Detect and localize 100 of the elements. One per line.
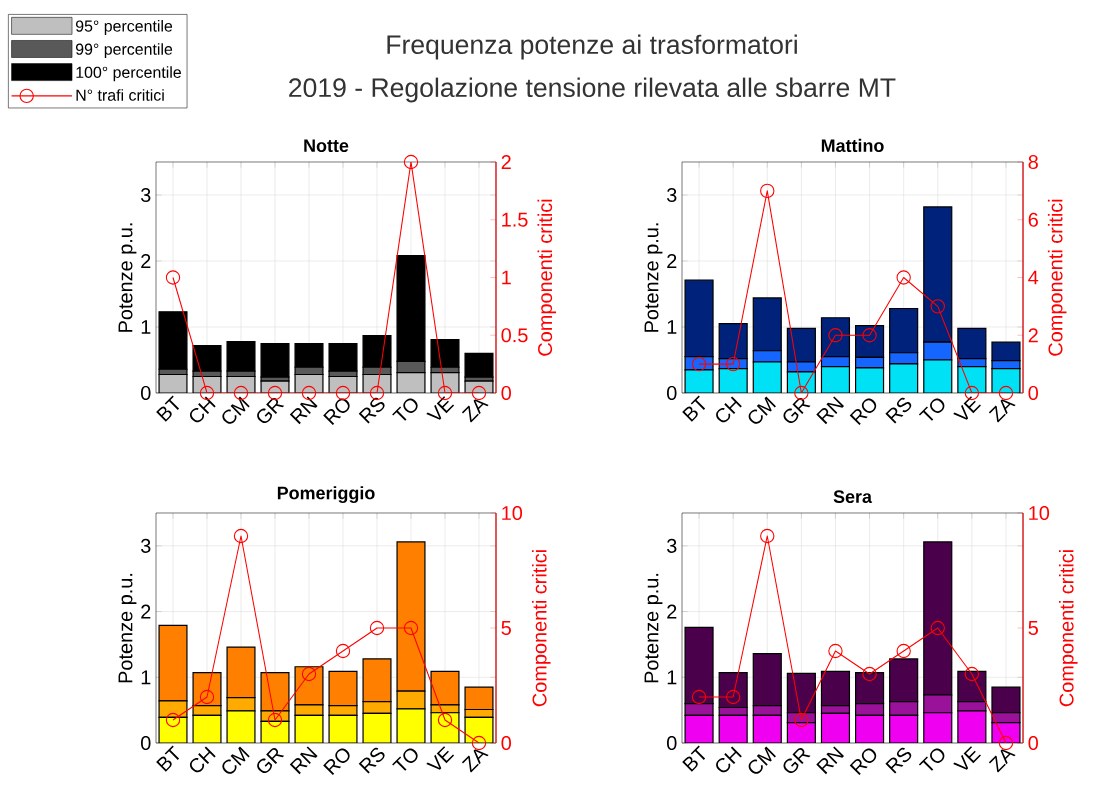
y2-tick-label: 0: [1028, 385, 1039, 401]
y-tick-label: 1: [141, 670, 151, 685]
bar: [923, 359, 952, 393]
x-tick-label: TO: [392, 398, 418, 421]
x-tick-label: CM: [748, 746, 776, 774]
bar: [889, 363, 918, 393]
y2-tick-label: 1.5: [502, 212, 528, 227]
y-tick-label: 0: [141, 385, 151, 401]
bar: [227, 710, 255, 743]
x-tick-label: GR: [783, 748, 811, 774]
chart-title: Sera: [833, 490, 873, 503]
point: [725, 356, 741, 372]
y2-tick-label: 0.5: [501, 328, 528, 343]
bar: [260, 342, 290, 378]
x-tick-label: RO: [323, 748, 350, 776]
y2-tick-label: 0: [1028, 735, 1039, 751]
point: [403, 620, 419, 636]
y2-tick-label: 2: [501, 155, 511, 169]
x-tick-label: VE: [953, 746, 981, 770]
x-tick-label: TO: [918, 748, 945, 771]
x-tick-label: BT: [682, 395, 706, 422]
y2-tick-label: 2: [1028, 328, 1038, 343]
point: [233, 528, 249, 544]
point: [267, 712, 283, 728]
y2-tick-label: 0: [501, 385, 511, 401]
legend-label: 95° percentile: [75, 20, 173, 35]
point: [828, 643, 843, 659]
y-tick-label: 3: [140, 538, 151, 553]
x-tick-label: RO: [849, 748, 877, 776]
x-tick-label: CH: [189, 746, 216, 773]
chart-title: Notte: [304, 139, 349, 152]
y-tick-label: 1: [667, 320, 677, 334]
x-tick-label: ZA: [988, 399, 1016, 423]
bar: [397, 708, 425, 743]
bar: [889, 715, 918, 743]
y2-tick-label: 10: [502, 505, 523, 521]
point: [165, 270, 181, 285]
x-tick-label: ZA: [988, 749, 1016, 773]
y-tick-label: 2: [667, 254, 677, 268]
point: [760, 183, 775, 199]
point: [691, 356, 707, 372]
point: [964, 666, 980, 682]
y-tick-label: 3: [666, 538, 677, 553]
y-tick-label: 2: [141, 604, 151, 619]
bar: [158, 311, 188, 370]
y-tick-label: 1: [667, 670, 677, 685]
y-tick-label: 0: [667, 735, 677, 751]
point: [760, 528, 775, 544]
y2-axis-title: Componenti critici: [537, 199, 557, 356]
text: Frequenza potenze ai trasformatori: [387, 34, 797, 60]
point: [691, 689, 707, 705]
point: [862, 666, 877, 682]
bar: [192, 344, 222, 372]
x-tick-label: CH: [716, 396, 742, 423]
x-tick-label: ZA: [461, 399, 489, 423]
bar: [753, 361, 782, 393]
x-tick-label: RN: [289, 746, 318, 775]
x-tick-label: RN: [816, 396, 844, 425]
y-tick-label: 3: [140, 187, 151, 203]
point: [896, 270, 911, 285]
x-tick-label: RS: [885, 397, 912, 424]
point: [301, 666, 317, 682]
y2-tick-label: 5: [501, 621, 511, 635]
y-tick-label: 3: [666, 187, 677, 203]
y-tick-label: 2: [667, 604, 677, 619]
bar: [923, 712, 952, 743]
point: [165, 712, 181, 728]
x-tick-label: BT: [156, 395, 180, 422]
x-tick-label: ZA: [461, 749, 489, 773]
point: [930, 299, 945, 314]
point: [896, 643, 911, 659]
x-tick-label: RS: [358, 397, 385, 424]
y2-axis-title: Componenti critici: [1047, 199, 1067, 356]
y2-tick-label: 0: [501, 735, 511, 751]
legend-label: 99° percentile: [75, 43, 173, 59]
y2-axis-title: Componenti critici: [531, 550, 551, 707]
x-tick-label: TO: [918, 398, 945, 421]
x-tick-label: VE: [426, 396, 455, 420]
y2-tick-label: 5: [1028, 621, 1038, 635]
x-tick-label: RO: [849, 398, 877, 426]
x-tick-label: GR: [257, 398, 285, 424]
x-tick-label: RO: [323, 398, 350, 426]
y2-tick-label: 10: [1029, 505, 1050, 521]
bar: [753, 715, 782, 743]
legend-label: N° trafi critici: [76, 89, 164, 101]
point: [794, 712, 809, 728]
bar: [821, 366, 850, 393]
bar: [328, 342, 358, 372]
y-axis-title: Potenze p.u.: [644, 573, 663, 683]
y2-tick-label: 8: [1028, 154, 1038, 170]
y-axis-title: Potenze p.u.: [118, 223, 137, 332]
point: [930, 620, 945, 636]
y-tick-label: 1: [141, 320, 151, 334]
y-tick-label: 0: [141, 735, 151, 751]
y-axis-title: Potenze p.u.: [118, 573, 137, 683]
x-tick-label: GR: [783, 398, 811, 424]
text: 2019 - Regolazione tensione rilevata alle sbarre MT: [289, 77, 896, 103]
x-tick-label: RS: [358, 747, 385, 774]
x-tick-label: VE: [953, 396, 981, 420]
chart-title: Pomeriggio: [277, 486, 375, 503]
